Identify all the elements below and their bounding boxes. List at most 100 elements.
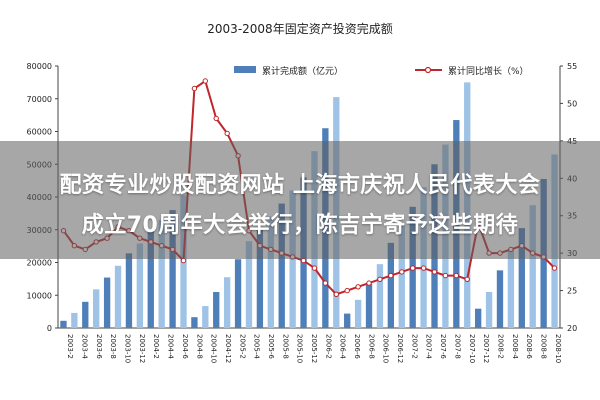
x-tick-label: 2005-10 [296,334,304,363]
y-left-tick-label: 80000 [27,62,52,71]
investment-bar [103,277,111,328]
growth-point [224,130,230,137]
investment-bar [147,230,154,328]
growth-point [180,257,187,264]
investment-bar [474,308,482,328]
x-tick-label: 2005-8 [281,334,289,359]
investment-bar [256,229,264,328]
x-tick-label: 2007-8 [453,334,461,359]
x-tick-label: 2005-2 [238,334,246,359]
investment-bar [223,277,231,328]
legend-line-label: 累计同比增长（%） [448,65,529,77]
y-left-tick-label: 0 [47,324,52,333]
growth-point [377,276,383,282]
y-left-tick-label: 20000 [27,259,52,268]
growth-point [388,272,394,279]
x-tick-label: 2006-10 [382,334,390,363]
chart-title: 2003-2008年固定资产投资完成额 [207,21,392,36]
growth-point [191,85,198,92]
investment-bar [344,313,351,328]
investment-bar [398,223,405,328]
investment-bar [158,219,165,328]
growth-point [366,280,372,286]
x-tick-label: 2005-6 [267,334,275,359]
growth-point [464,276,470,282]
x-tick-label: 2003-8 [109,334,117,359]
growth-point [431,269,438,275]
investment-bar [376,264,384,328]
overlay-banner [0,141,600,259]
growth-point [453,272,459,279]
growth-point [300,257,307,264]
x-tick-label: 2008-4 [511,334,519,359]
banner-headline-line1: 配资专业炒股配资网站 上海市庆祝人民代表大会 [59,173,541,198]
x-tick-label: 2005-4 [253,334,261,359]
growth-point [551,265,558,271]
x-tick-label: 2004-10 [210,334,218,363]
growth-point [410,265,416,271]
growth-point [420,265,427,271]
growth-point [442,272,449,279]
x-tick-label: 2008-2 [497,334,505,359]
investment-bar [529,205,536,328]
x-tick-label: 2008-10 [554,334,562,363]
investment-bar [93,289,100,328]
legend-line-marker [424,66,432,74]
growth-point [311,265,318,271]
growth-point [399,269,405,275]
investment-bar [71,312,78,328]
investment-bar [136,243,144,328]
x-tick-label: 2003-12 [138,334,146,363]
investment-bar [354,299,362,328]
investment-bar [191,317,198,328]
growth-point [344,287,350,294]
x-tick-label: 2008-8 [540,334,548,359]
x-tick-label: 2007-6 [439,334,447,359]
investment-bar [60,320,67,328]
investment-bar [114,265,122,328]
investment-bar [125,253,133,328]
investment-bar [202,306,209,328]
x-tick-label: 2008-6 [525,334,533,359]
x-tick-label: 2005-12 [310,334,318,363]
investment-bar [496,270,504,328]
investment-bar [518,228,525,328]
y-right-tick-label: 20 [567,324,577,333]
x-tick-label: 2003-10 [124,334,132,363]
investment-bar [365,283,373,328]
x-tick-label: 2006-4 [339,334,347,359]
investment-bar [485,291,493,328]
x-tick-label: 2007-12 [482,334,490,363]
x-tick-label: 2003-4 [81,334,89,359]
growth-point [333,291,339,297]
x-tick-label: 2003-6 [95,334,103,359]
x-tick-label: 2007-10 [468,334,476,363]
investment-bar [387,242,395,328]
x-tick-label: 2004-12 [224,334,232,363]
growth-point [202,78,209,84]
banner-headline-line2: 成立70周年大会举行，陈吉宁寄予这些期待 [81,213,519,238]
legend-bar-swatch [234,66,256,73]
x-tick-label: 2006-8 [367,334,375,359]
investment-bar [234,259,242,328]
x-tick-label: 2004-4 [167,334,175,359]
x-tick-label: 2006-6 [353,334,361,359]
x-tick-label: 2004-6 [181,334,189,359]
y-right-tick-label: 50 [567,99,577,108]
y-left-tick-label: 60000 [27,128,52,137]
legend-bar-label: 累计完成额（亿元） [262,65,343,77]
investment-bar [278,203,285,328]
investment-bar [82,301,89,328]
x-tick-label: 2007-4 [425,334,433,359]
y-right-tick-label: 55 [567,62,577,71]
x-tick-label: 2004-8 [195,334,203,359]
y-right-tick-label: 25 [567,287,577,296]
growth-point [213,115,219,122]
x-tick-label: 2006-2 [324,334,332,359]
investment-bar [213,291,220,328]
x-tick-label: 2004-2 [152,334,160,359]
x-tick-label: 2006-12 [396,334,404,363]
investment-bar [507,249,515,328]
x-tick-label: 2007-2 [410,334,418,359]
x-tick-label: 2003-2 [66,334,74,359]
